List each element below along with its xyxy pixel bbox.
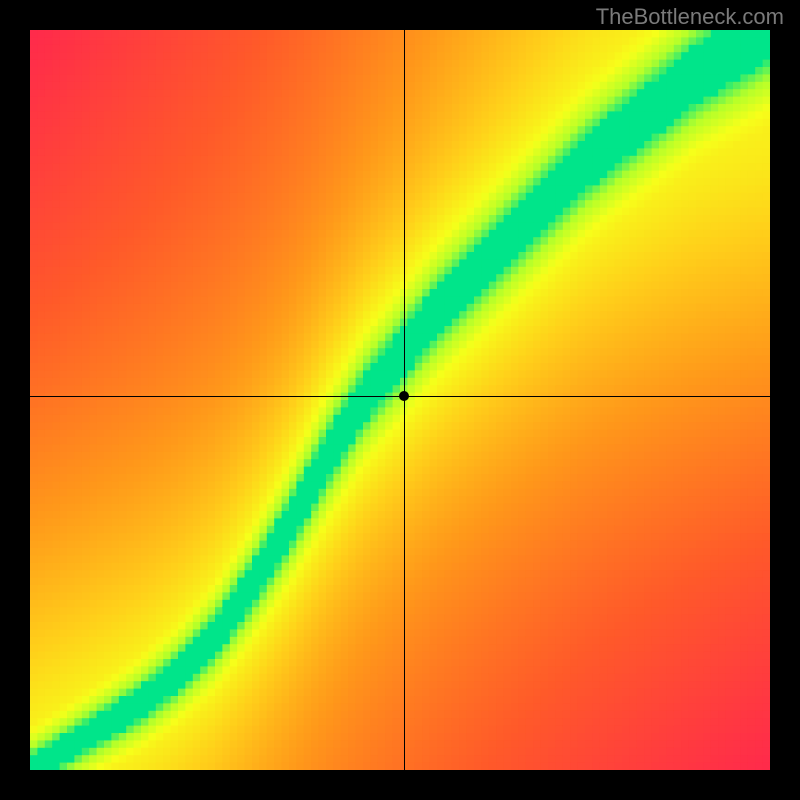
watermark-text: TheBottleneck.com <box>596 4 784 30</box>
heatmap-plot-area <box>30 30 770 770</box>
crosshair-marker-dot <box>399 391 409 401</box>
